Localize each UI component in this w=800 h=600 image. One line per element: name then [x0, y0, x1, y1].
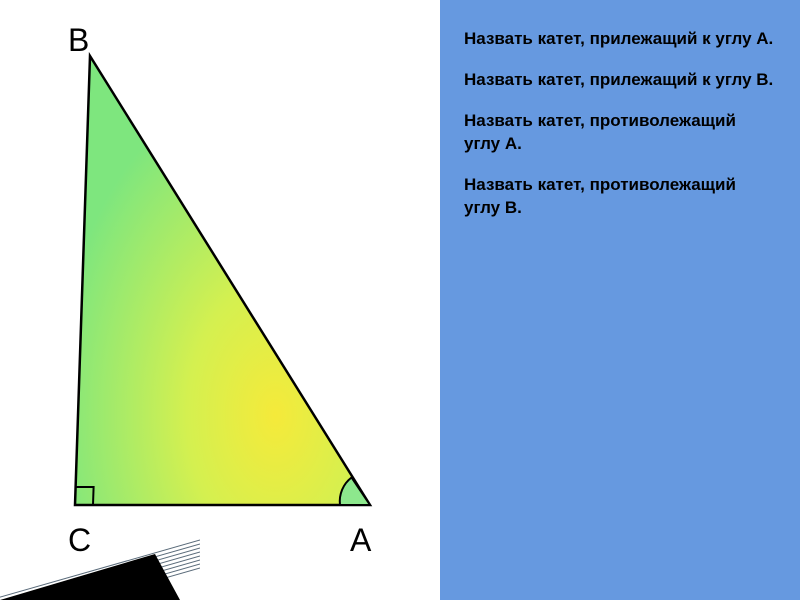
question-2: Назвать катет, прилежащий к углу В.: [464, 69, 776, 92]
triangle-diagram: [0, 0, 440, 600]
vertex-label-a: А: [350, 522, 371, 559]
question-1: Назвать катет, прилежащий к углу А.: [464, 28, 776, 51]
question-3: Назвать катет, противолежащий углу А.: [464, 110, 776, 156]
question-4: Назвать катет, противолежащий углу В.: [464, 174, 776, 220]
questions-panel: Назвать катет, прилежащий к углу А. Назв…: [440, 0, 800, 600]
triangle-shape: [75, 56, 370, 505]
corner-hatch-decoration: [0, 530, 200, 600]
vertex-label-b: В: [68, 22, 89, 59]
diagram-panel: В С А: [0, 0, 440, 600]
